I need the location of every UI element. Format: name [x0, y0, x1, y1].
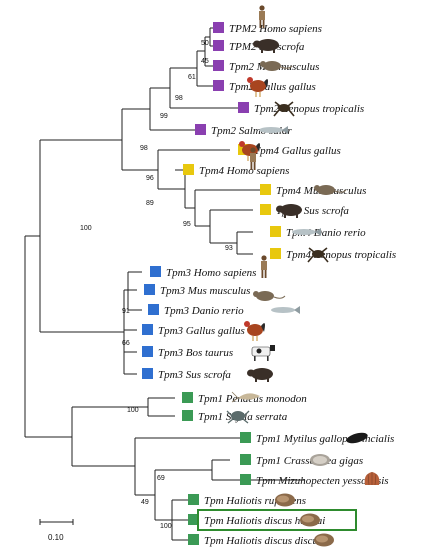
chicken-icon	[247, 77, 268, 97]
bootstrap-value: 89	[146, 200, 154, 207]
bootstrap-value: 93	[225, 245, 233, 252]
clade-marker-tpm3	[148, 304, 159, 315]
clade-marker-tpm4	[260, 184, 271, 195]
bootstrap-value: 100	[80, 225, 92, 232]
scale-bar-label: 0.10	[48, 533, 64, 542]
oyster-icon	[310, 454, 330, 466]
taxon-label: Tpm1 Mytilus galloprovincialis	[256, 433, 394, 445]
human-icon	[261, 255, 267, 278]
clade-marker-tpm2	[238, 102, 249, 113]
taxon-label: Tpm3 Homo sapiens	[166, 267, 256, 279]
taxon-label: Tpm4 Homo sapiens	[199, 165, 289, 177]
taxon-label: Tpm3 Sus scrofa	[158, 369, 231, 381]
scallop-icon	[364, 472, 380, 486]
mouse-icon	[253, 291, 286, 301]
bootstrap-value: 96	[146, 175, 154, 182]
bootstrap-value: 91	[122, 308, 130, 315]
taxon-label: Tpm Haliotis discus discus	[204, 535, 322, 547]
bootstrap-value: 100	[127, 407, 139, 414]
clade-marker-tpm2	[195, 124, 206, 135]
taxon-label: Tpm4 Xenopus tropicalis	[286, 249, 396, 261]
species-icons	[226, 5, 380, 547]
clade-marker-tpm4	[270, 248, 281, 259]
clade-marker-tpm	[240, 432, 251, 443]
clade-marker-tpm3	[144, 284, 155, 295]
fish-icon	[271, 306, 300, 314]
clade-marker-tpm2	[213, 22, 224, 33]
clade-marker-tpm2	[213, 80, 224, 91]
clade-marker-tpm3	[142, 346, 153, 357]
bootstrap-value: 98	[140, 145, 148, 152]
clade-marker-tpm3	[142, 324, 153, 335]
bootstrap-value: 100	[160, 523, 172, 530]
clade-marker-tpm	[188, 514, 199, 525]
bootstrap-value: 98	[175, 95, 183, 102]
abalone-icon	[300, 513, 320, 527]
bootstrap-value: 66	[122, 340, 130, 347]
shrimp-icon	[231, 391, 260, 403]
bootstrap-value: 45	[201, 58, 209, 65]
clade-marker-tpm2	[213, 60, 224, 71]
fish-icon	[292, 228, 321, 236]
taxon-label: Tpm2 Xenopus tropicalis	[254, 103, 364, 115]
frog-icon	[273, 101, 295, 117]
bootstrap-value: 61	[188, 74, 196, 81]
pig-icon	[247, 368, 273, 382]
bootstrap-value: 69	[157, 475, 165, 482]
human-icon	[250, 147, 256, 170]
highlight-box	[197, 509, 357, 531]
highlight-rect	[197, 509, 357, 531]
cow-icon	[251, 345, 275, 361]
clade-marker-tpm	[182, 392, 193, 403]
clade-marker-tpm3	[150, 266, 161, 277]
pig-icon	[253, 39, 279, 53]
mouse-icon	[314, 185, 347, 195]
human-icon	[259, 5, 265, 28]
fish-icon	[259, 126, 288, 134]
mouse-icon	[260, 61, 293, 71]
clade-marker-tpm3	[142, 368, 153, 379]
taxon-label: Tpm Mizuhopecten yessoensis	[256, 475, 389, 487]
taxon-label: TPM2 Homo sapiens	[229, 23, 322, 35]
chicken-icon	[239, 141, 260, 161]
tree-branches	[24, 27, 305, 541]
mussel-icon	[346, 432, 368, 444]
frog-icon	[307, 247, 329, 263]
clade-marker-tpm2	[213, 40, 224, 51]
taxon-label: Tpm2 Gallus gallus	[229, 81, 316, 93]
taxon-label: Tpm Haliotis discus hannai	[204, 515, 325, 527]
bootstrap-value: 99	[160, 113, 168, 120]
taxon-label: Tpm1 Crassostrea gigas	[256, 455, 363, 467]
taxon-label: Tpm3 Gallus gallus	[158, 325, 245, 337]
clade-marker-tpm	[240, 454, 251, 465]
abalone-icon	[275, 493, 295, 507]
pig-icon	[276, 204, 302, 218]
taxon-label: Tpm3 Danio rerio	[164, 305, 244, 317]
clade-marker-tpm	[188, 494, 199, 505]
chicken-icon	[244, 321, 265, 341]
clade-marker-tpm	[240, 474, 251, 485]
scale-bar: 0.10	[39, 519, 74, 542]
clade-marker-tpm	[188, 534, 199, 545]
abalone-icon	[314, 533, 334, 547]
taxon-label: Tpm3 Bos taurus	[158, 347, 233, 359]
taxon-label: Tpm4 Gallus gallus	[254, 145, 341, 157]
bootstrap-value: 50	[201, 40, 209, 47]
clade-marker-tpm4	[270, 226, 281, 237]
clade-marker-tpm4	[183, 164, 194, 175]
taxon-label: Tpm3 Mus musculus	[160, 285, 250, 297]
clade-marker-tpm	[182, 410, 193, 421]
bootstrap-value: 49	[141, 499, 149, 506]
bootstrap-value: 95	[183, 221, 191, 228]
crab-icon	[226, 410, 250, 424]
clade-marker-tpm4	[260, 204, 271, 215]
bootstrap-values: 50 45 61 98 99 98 96 89 95 93 100 91 66 100 69 49 100	[80, 40, 233, 530]
